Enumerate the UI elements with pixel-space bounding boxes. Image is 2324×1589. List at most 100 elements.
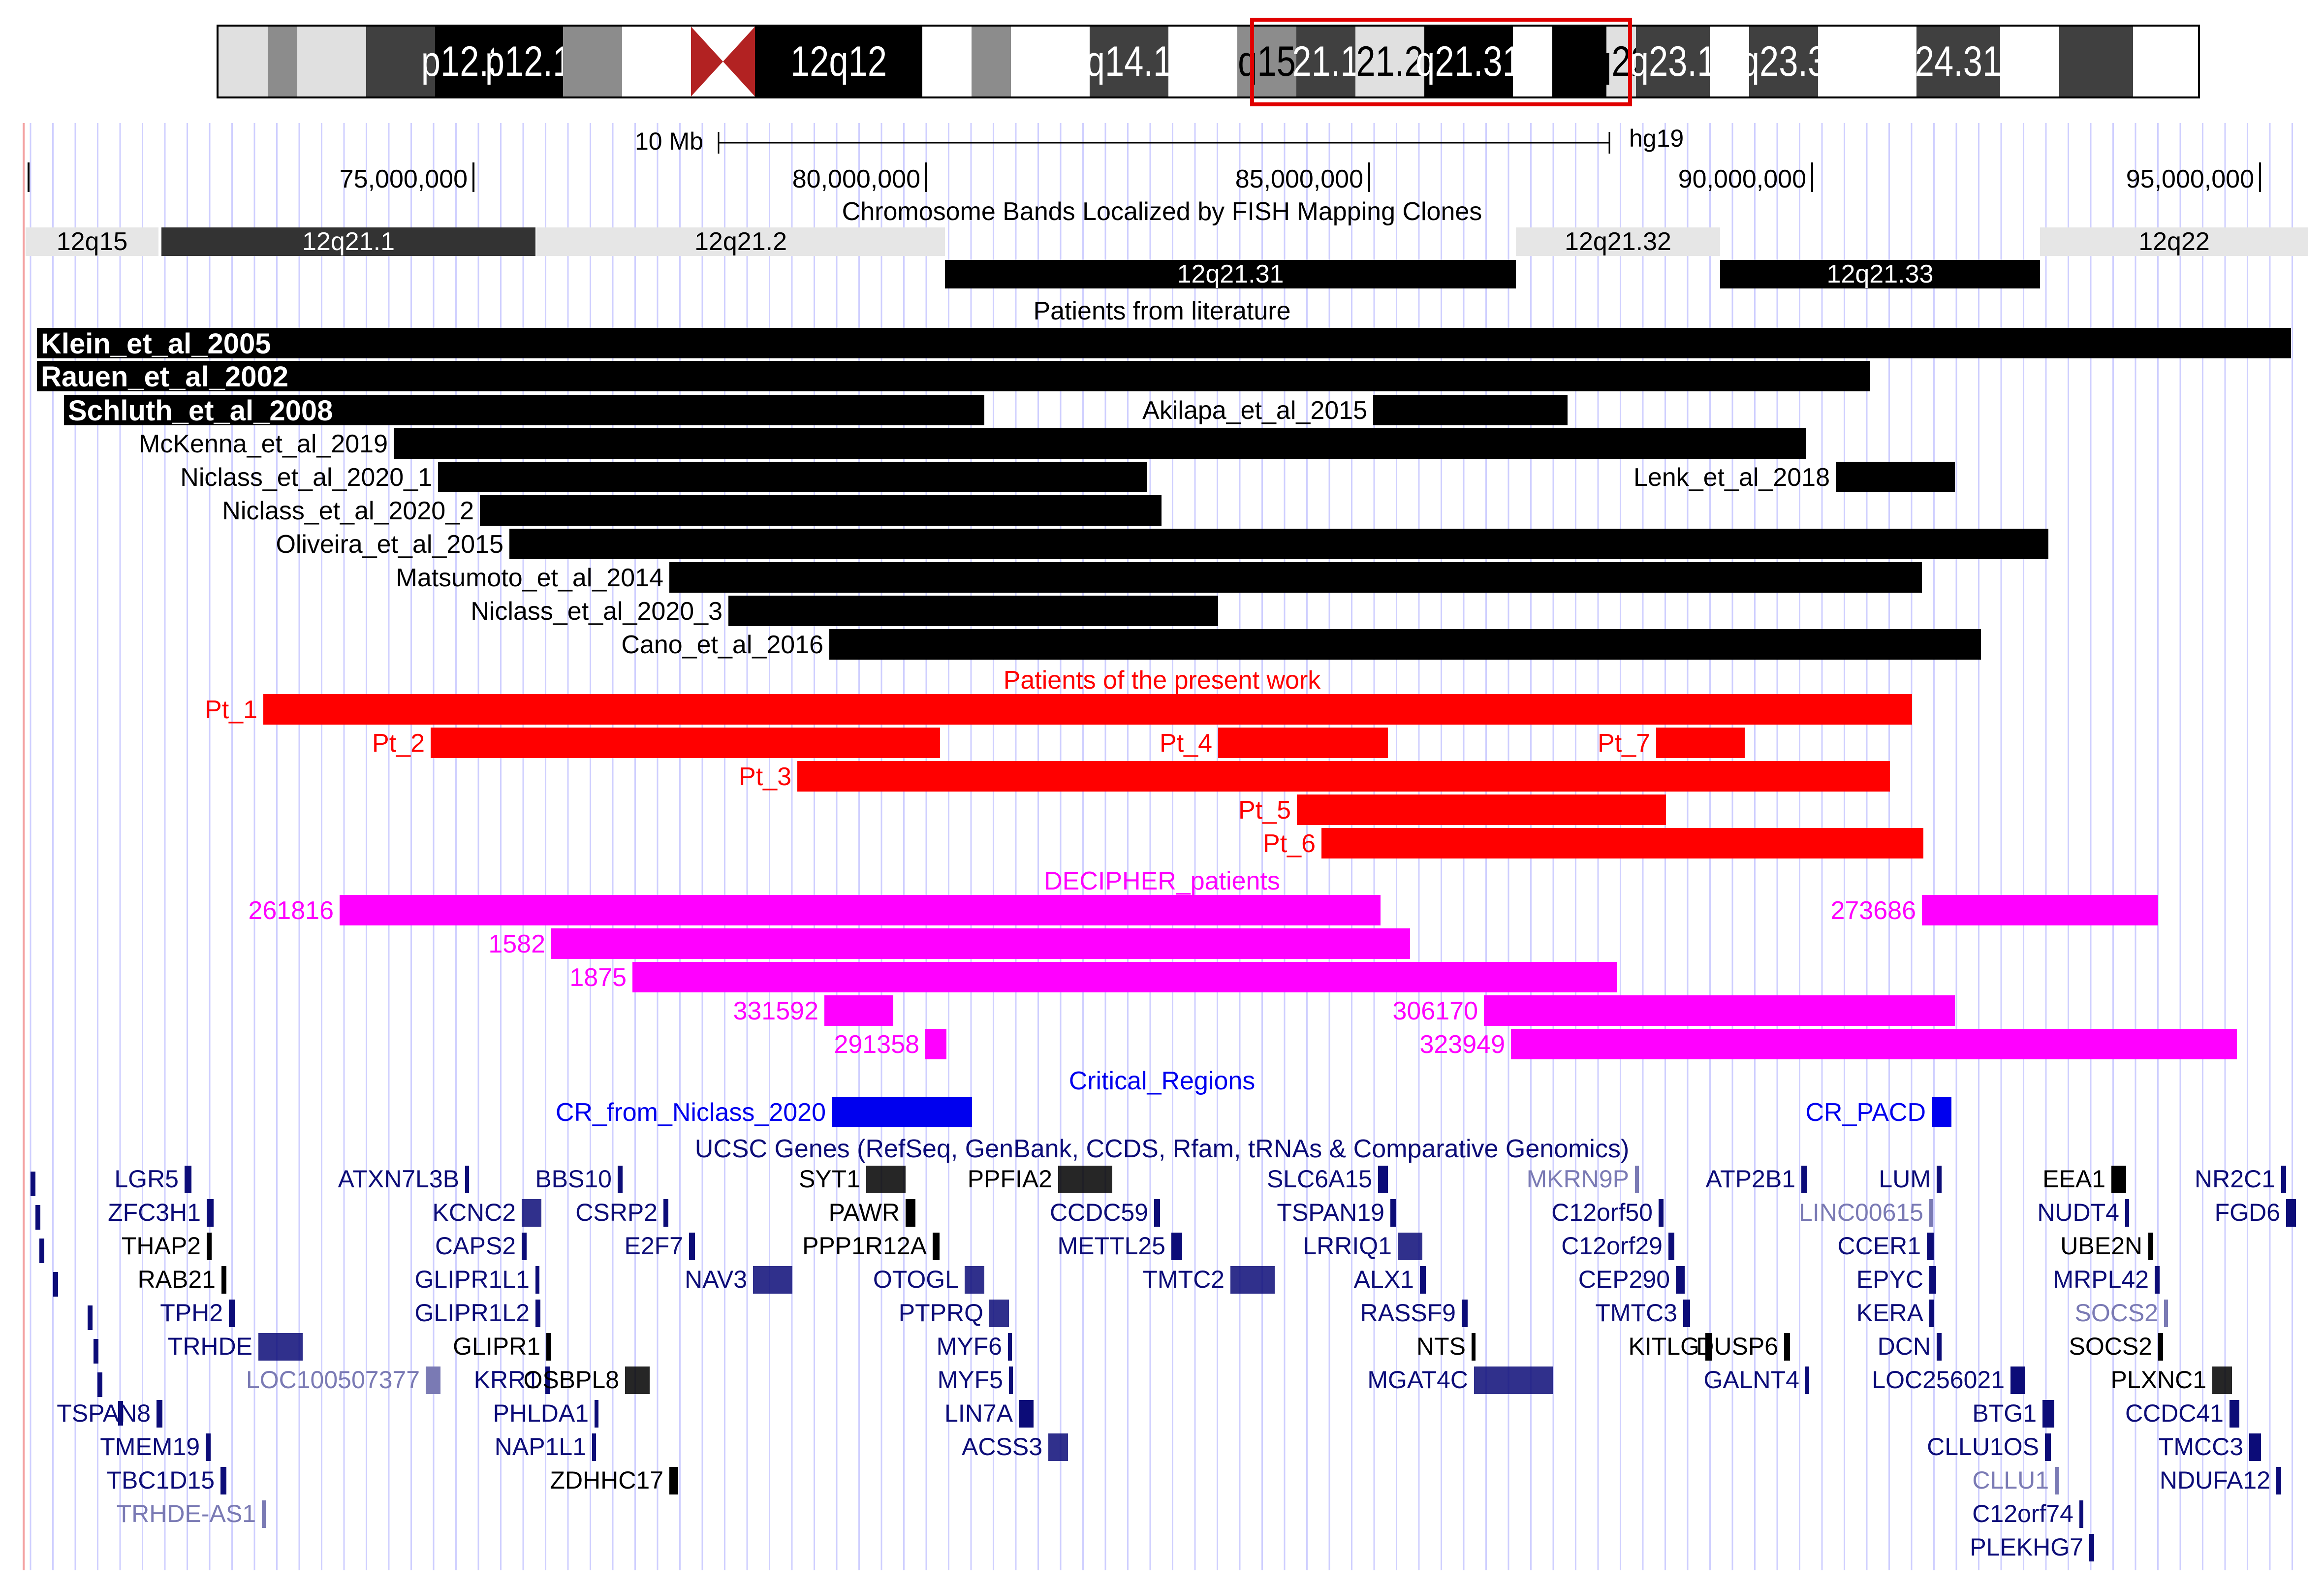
ideogram-band — [1916, 27, 2000, 96]
gene-model-mettl25 — [1171, 1233, 1182, 1260]
decipher-patient-label: 306170 — [1392, 997, 1478, 1025]
gene-label: PPP1R12A — [802, 1232, 927, 1260]
gene-model-linc00615 — [1929, 1199, 1933, 1227]
decipher-patient-bar — [824, 995, 893, 1026]
gene-label: KCNC2 — [432, 1199, 516, 1226]
gene-label: TRHDE — [167, 1333, 252, 1360]
ideogram-band — [2000, 27, 2059, 96]
ruler-start-tick — [28, 162, 30, 192]
ideogram-highlight-box — [1250, 18, 1632, 106]
edge-gene-mark — [118, 1401, 123, 1426]
gene-label: LOC100507377 — [246, 1366, 420, 1394]
gene-model-myf6 — [1008, 1333, 1012, 1361]
gene-model-ube2n — [2148, 1233, 2153, 1260]
ideogram-band — [1355, 27, 1424, 96]
gene-model-lrriq1 — [1398, 1233, 1422, 1260]
ruler-tick-label: 85,000,000 — [1235, 165, 1363, 193]
literature-bar — [37, 361, 1870, 391]
critical-region-label: CR_PACD — [1805, 1098, 1926, 1127]
gene-model-mrpl42 — [2155, 1266, 2160, 1294]
gene-model-trhde-as1 — [262, 1500, 266, 1528]
gene-model-loc100507377 — [426, 1367, 440, 1394]
gene-label: TMTC2 — [1142, 1266, 1225, 1293]
gene-model-lgr5 — [185, 1166, 191, 1193]
ideogram-band — [563, 27, 622, 96]
gene-model-mgat4c — [1474, 1367, 1553, 1394]
decipher-patient-label: 1582 — [488, 930, 545, 958]
ideogram-band — [1237, 27, 1296, 96]
assembly-label: hg19 — [1629, 125, 1684, 152]
decipher-patient-bar — [632, 962, 1617, 992]
gene-model-ndufa12 — [2276, 1467, 2281, 1494]
gene-label: ATXN7L3B — [338, 1165, 459, 1193]
present-patient-label: Pt_3 — [739, 763, 791, 791]
edge-gene-mark — [94, 1339, 98, 1364]
gene-label: FGD6 — [2214, 1199, 2280, 1226]
literature-track-title: Patients from literature — [1033, 297, 1291, 325]
gene-label: LINC00615 — [1799, 1199, 1923, 1226]
gene-label: TPH2 — [160, 1299, 223, 1327]
gene-model-tspan19 — [1390, 1199, 1396, 1227]
gene-model-c12orf50 — [1659, 1199, 1664, 1227]
gene-model-osbpl8 — [625, 1367, 650, 1394]
fish-band: 12q21.31 — [945, 260, 1516, 288]
gene-model-tmem19 — [206, 1433, 211, 1461]
fish-band: 12q15 — [26, 227, 158, 256]
decipher-patient-label: 273686 — [1830, 896, 1916, 925]
edge-gene-mark — [88, 1305, 93, 1330]
present-patient-bar — [797, 761, 1890, 792]
ruler-tick-label: 80,000,000 — [792, 165, 920, 193]
gene-label: LIN7A — [944, 1399, 1013, 1427]
gene-label: SLC6A15 — [1266, 1165, 1372, 1193]
gene-label: PHLDA1 — [493, 1399, 589, 1427]
gene-label: CLLU1OS — [1927, 1433, 2039, 1461]
gene-label: SOCS2 — [2074, 1299, 2158, 1327]
gene-model-dcn — [1937, 1333, 1942, 1361]
literature-bar — [509, 529, 2048, 559]
decipher-patient-label: 291358 — [834, 1030, 919, 1059]
gene-model-otogl — [965, 1266, 984, 1294]
gene-model-btg1 — [2042, 1400, 2054, 1428]
ideogram-band — [972, 27, 1011, 96]
present-patient-label: Pt_7 — [1598, 729, 1650, 758]
decipher-patient-label: 1875 — [569, 963, 627, 992]
present-patient-label: Pt_6 — [1263, 829, 1316, 858]
gene-model-tmtc2 — [1230, 1266, 1275, 1294]
present-patient-label: Pt_4 — [1160, 729, 1212, 758]
gene-label: TRHDE-AS1 — [116, 1500, 256, 1527]
ideogram-band — [1818, 27, 1916, 96]
gene-label: MKRN9P — [1526, 1165, 1629, 1193]
literature-bar — [64, 395, 984, 425]
present-patient-bar — [431, 728, 940, 758]
gene-label: PPFIA2 — [967, 1165, 1052, 1193]
gene-model-zdhhc17 — [669, 1467, 678, 1494]
gene-label: C12orf29 — [1561, 1232, 1663, 1260]
present-patient-bar — [1321, 828, 1923, 858]
gene-label: ALX1 — [1353, 1266, 1414, 1293]
fish-band: 12q21.2 — [536, 227, 945, 256]
literature-bar — [669, 562, 1922, 593]
gene-label: GLIPR1L1 — [414, 1266, 530, 1293]
literature-bar — [728, 596, 1218, 626]
literature-label: Akilapa_et_al_2015 — [1142, 396, 1367, 425]
gene-model-trhde — [258, 1333, 303, 1361]
ideogram-band — [1552, 27, 1606, 96]
literature-label: Niclass_et_al_2020_2 — [222, 497, 474, 525]
literature-bar — [829, 629, 1981, 660]
decipher-track-title: DECIPHER_patients — [1044, 867, 1280, 895]
gene-model-tbc1d15 — [220, 1467, 226, 1494]
gene-model-loc256021 — [2010, 1367, 2025, 1394]
literature-bar — [480, 495, 1162, 526]
gene-model-socs2 — [2158, 1333, 2163, 1361]
literature-bar — [1836, 462, 1955, 492]
edge-gene-mark — [97, 1372, 102, 1397]
gene-label: NAP1L1 — [494, 1433, 586, 1461]
ideogram-band — [297, 27, 366, 96]
gene-label: MYF5 — [937, 1366, 1003, 1394]
gene-model-dusp6 — [1784, 1333, 1790, 1361]
gene-label: TSPAN19 — [1277, 1199, 1384, 1226]
gene-label: TMEM19 — [100, 1433, 200, 1461]
ruler-tick — [925, 162, 927, 192]
present-patient-label: Pt_5 — [1238, 796, 1291, 825]
